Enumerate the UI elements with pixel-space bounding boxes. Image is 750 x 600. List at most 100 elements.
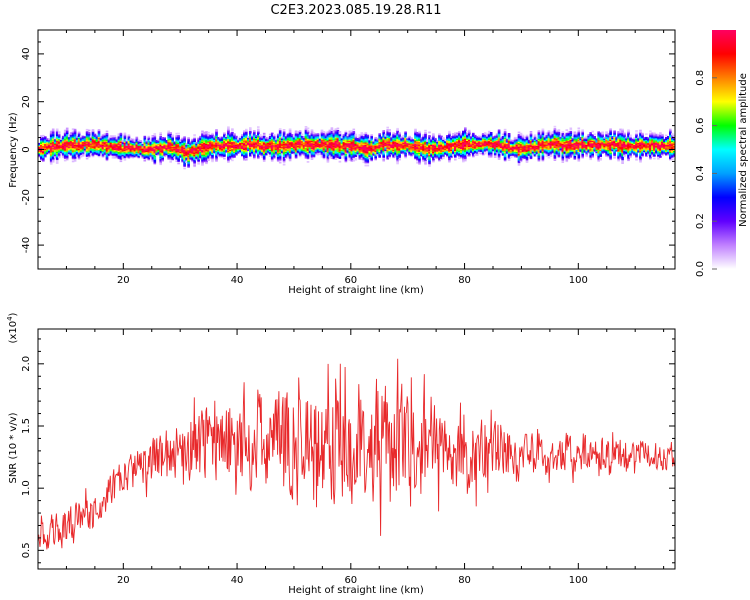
heatmap-cell-4771 xyxy=(519,152,523,154)
heatmap-cell-3419 xyxy=(380,142,383,145)
heatmap-cell-1548 xyxy=(199,146,202,149)
heatmap-cell-4547 xyxy=(495,149,499,151)
heatmap-cell-3201 xyxy=(358,142,362,145)
heatmap-cell-4992 xyxy=(541,133,545,136)
heatmap-cell-141 xyxy=(51,141,55,144)
heatmap-cell-965 xyxy=(137,145,141,148)
heatmap-cell-536 xyxy=(89,135,93,138)
heatmap-cell-398 xyxy=(75,145,79,148)
heatmap-cell-580 xyxy=(95,149,99,152)
heatmap-cell-3001 xyxy=(340,154,344,156)
heatmap-cell-1482 xyxy=(193,159,196,162)
heatmap-cell-1156 xyxy=(159,144,162,146)
heatmap-cell-1468 xyxy=(191,148,194,151)
heatmap-cell-1730 xyxy=(215,148,218,150)
heatmap-cell-306 xyxy=(67,149,71,152)
heatmap-cell-61 xyxy=(44,147,47,149)
heatmap-cell-969 xyxy=(137,140,141,143)
heatmap-cell-144 xyxy=(51,138,55,140)
heatmap-cell-3418 xyxy=(380,143,383,146)
heatmap-cell-3853 xyxy=(424,159,427,162)
heatmap-cell-4549 xyxy=(495,146,499,149)
heatmap-cell-4200 xyxy=(458,140,461,143)
heatmap-cell-3016 xyxy=(342,157,346,159)
heatmap-cell-2269 xyxy=(270,153,274,155)
heatmap-cell-3742 xyxy=(414,147,417,150)
heatmap-cell-46 xyxy=(42,144,45,147)
heatmap-cell-3004 xyxy=(340,150,344,153)
heatmap-cell-370 xyxy=(73,151,77,154)
heatmap-cell-2422 xyxy=(284,148,288,151)
heatmap-cell-1525 xyxy=(197,153,200,155)
heatmap-cell-663 xyxy=(103,136,107,139)
heatmap-cell-2729 xyxy=(314,145,318,148)
heatmap-cell-3871 xyxy=(424,138,427,140)
heatmap-cell-1988 xyxy=(241,135,244,138)
heatmap-cell-1095 xyxy=(153,154,157,157)
heatmap-cell-3203 xyxy=(358,140,362,142)
heatmap-cell-1102 xyxy=(153,146,157,148)
heatmap-cell-2937 xyxy=(334,146,338,148)
heatmap-cell-2783 xyxy=(320,139,324,141)
heatmap-cell-3115 xyxy=(350,144,354,147)
heatmap-cell-1423 xyxy=(187,160,190,162)
heatmap-cell-2085 xyxy=(251,143,254,145)
heatmap-cell-3461 xyxy=(384,138,387,141)
heatmap-cell-317 xyxy=(67,136,71,139)
heatmap-cell-673 xyxy=(105,152,109,154)
heatmap-cell-2346 xyxy=(278,158,282,160)
heatmap-cell-712 xyxy=(109,147,113,149)
heatmap-cell-4642 xyxy=(503,128,507,131)
heatmap-cell-930 xyxy=(133,148,137,151)
heatmap-cell-4124 xyxy=(450,139,453,142)
heatmap-cell-4817 xyxy=(523,146,527,149)
heatmap-cell-1871 xyxy=(229,146,232,149)
heatmap-cell-417 xyxy=(77,145,81,148)
heatmap-cell-3156 xyxy=(354,154,358,156)
heatmap-cell-4209 xyxy=(460,156,463,159)
heatmap-cell-1046 xyxy=(147,143,151,145)
heatmap-cell-1512 xyxy=(195,147,198,150)
heatmap-cell-1513 xyxy=(195,146,198,149)
heatmap-cell-4434 xyxy=(481,139,485,141)
heatmap-cell-2700 xyxy=(310,130,314,133)
heatmap-cell-2703 xyxy=(312,155,316,157)
heatmap-cell-3830 xyxy=(422,157,425,160)
heatmap-cell-3233 xyxy=(362,156,366,159)
heatmap-cell-1039 xyxy=(147,151,151,154)
heatmap-cell-3618 xyxy=(398,139,401,142)
heatmap-cell-4422 xyxy=(481,153,485,156)
heatmap-cell-2486 xyxy=(290,147,294,150)
heatmap-cell-1412 xyxy=(185,149,188,151)
heatmap-cell-2894 xyxy=(330,139,334,141)
heatmap-cell-2992 xyxy=(338,140,342,143)
heatmap-cell-455 xyxy=(81,145,85,147)
heatmap-cell-169 xyxy=(53,137,57,140)
heatmap-cell-259 xyxy=(63,148,67,151)
heatmap-cell-2483 xyxy=(290,151,294,153)
heatmap-cell-1481 xyxy=(193,160,196,163)
heatmap-cell-2611 xyxy=(304,153,308,156)
heatmap-cell-1713 xyxy=(213,142,216,145)
heatmap-cell-1946 xyxy=(237,150,240,153)
heatmap-cell-1983 xyxy=(241,141,244,144)
heatmap-cell-4878 xyxy=(529,138,533,140)
heatmap-cell-4651 xyxy=(505,142,509,145)
heatmap-cell-3956 xyxy=(432,138,435,140)
heatmap-cell-1892 xyxy=(231,148,234,151)
heatmap-cell-1655 xyxy=(207,140,210,142)
heatmap-cell-2323 xyxy=(276,157,280,160)
heatmap-cell-1894 xyxy=(231,146,234,148)
heatmap-cell-916 xyxy=(131,147,135,149)
heatmap-cell-1625 xyxy=(205,146,208,149)
heatmap-cell-1851 xyxy=(227,138,230,141)
heatmap-cell-3065 xyxy=(346,148,350,151)
heatmap-cell-3370 xyxy=(374,141,377,144)
heatmap-cell-3906 xyxy=(428,149,431,152)
heatmap-cell-4150 xyxy=(454,152,457,155)
heatmap-cell-3055 xyxy=(344,137,348,140)
heatmap-cell-4949 xyxy=(537,135,541,138)
heatmap-cell-427 xyxy=(77,133,81,136)
heatmap-cell-521 xyxy=(87,129,91,132)
heatmap-cell-2776 xyxy=(320,147,324,150)
